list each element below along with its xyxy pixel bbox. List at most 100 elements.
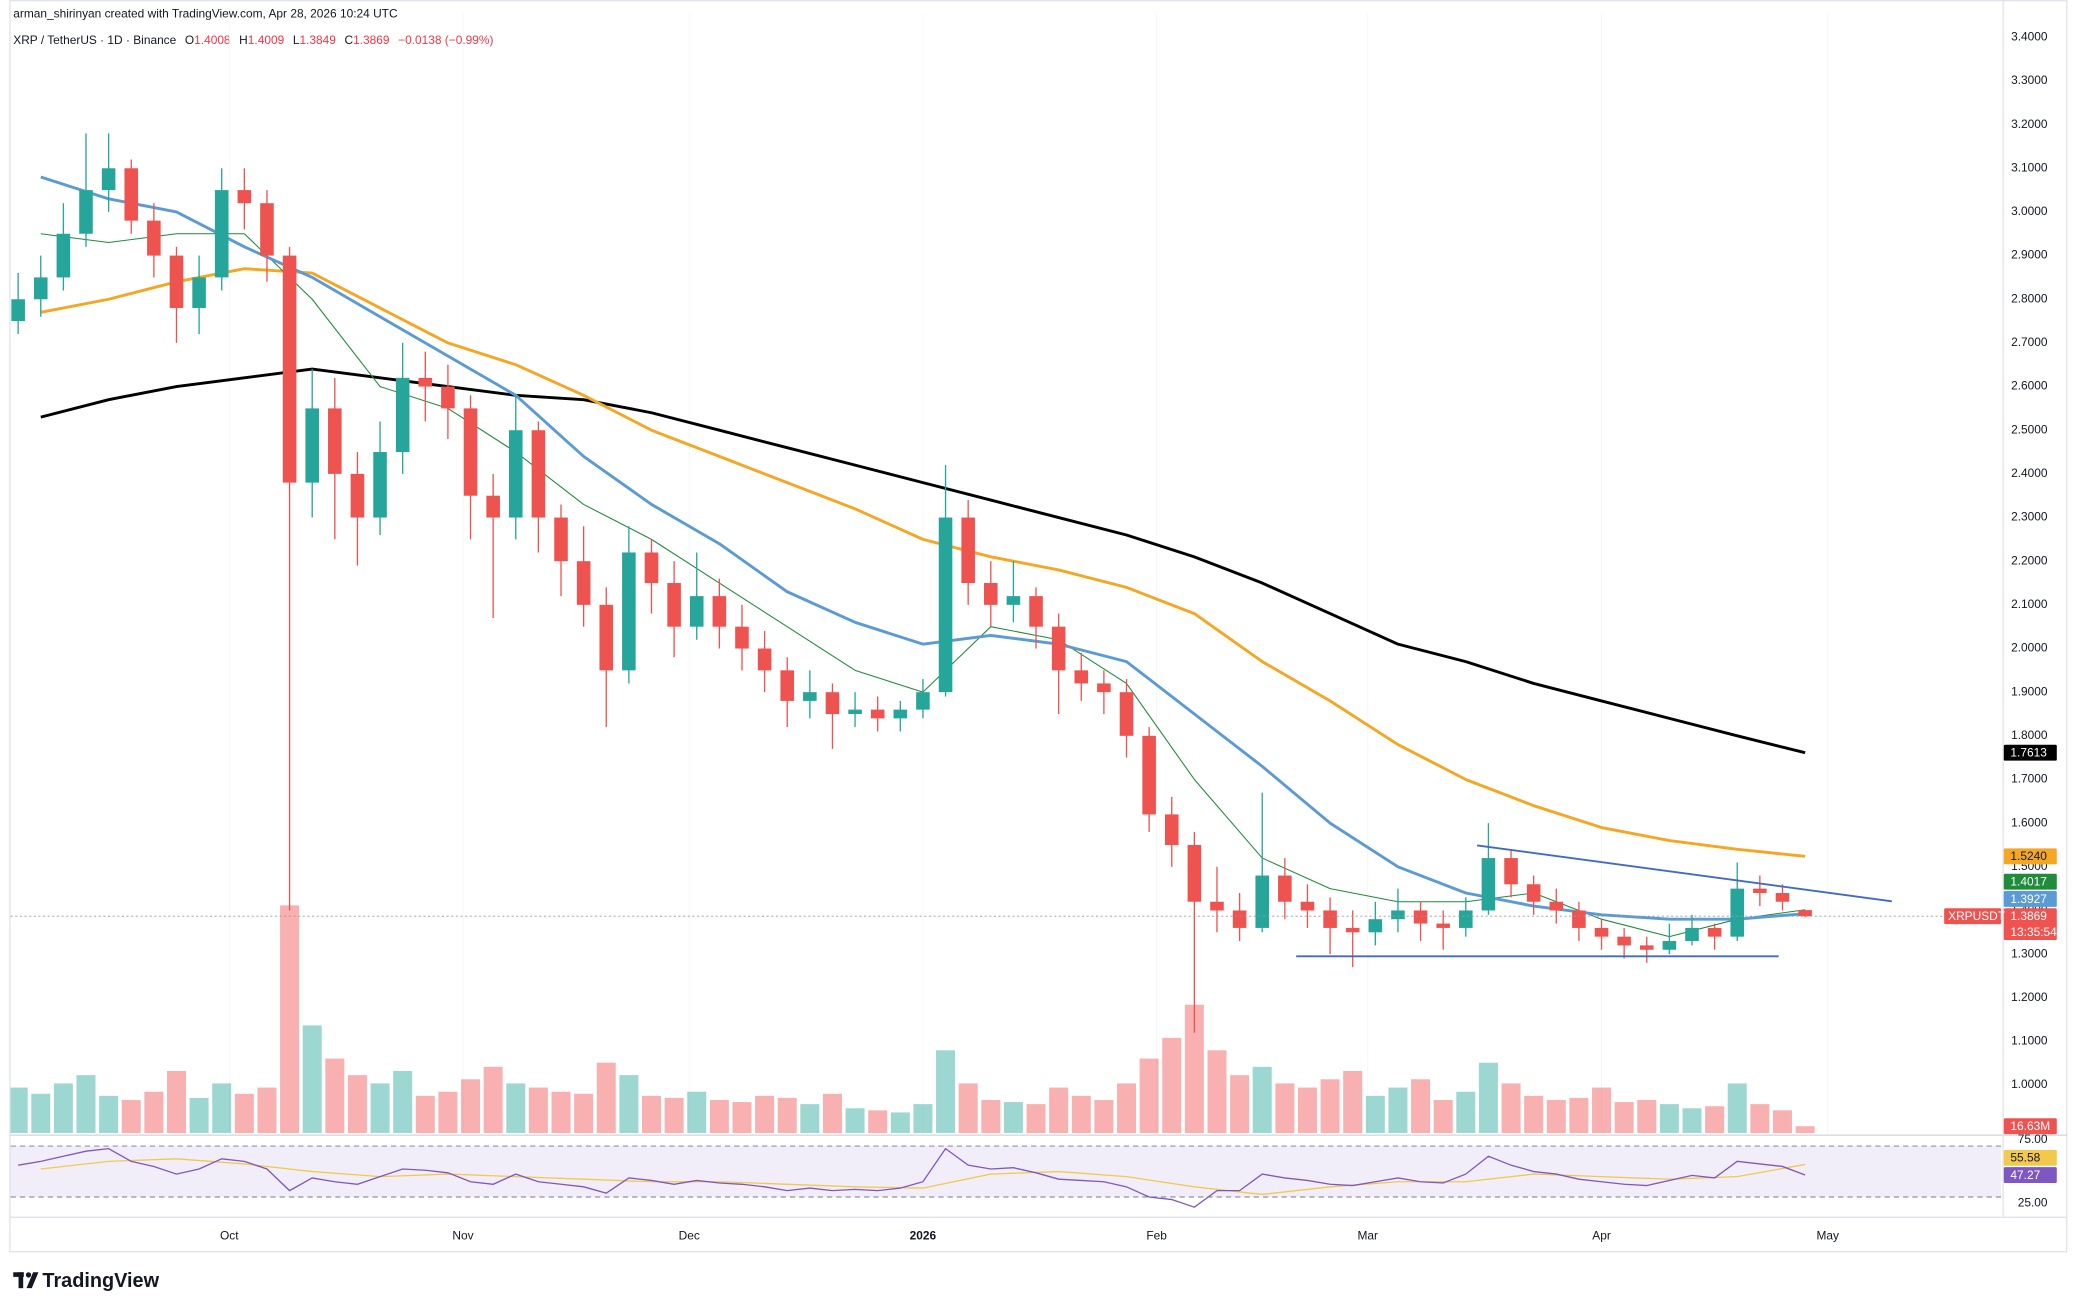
rsi-label-box [2003, 1149, 2057, 1166]
candle-body [282, 255, 297, 483]
candle-body [554, 517, 568, 562]
volume-bar [574, 1093, 594, 1134]
candle-body [101, 168, 116, 191]
x-tick-label: May [1816, 1229, 1839, 1243]
y-tick-label: 1.0000 [2011, 1077, 2048, 1091]
candle-body [961, 517, 975, 584]
x-tick-label: Dec [679, 1229, 700, 1243]
moving-average-line [40, 367, 1806, 755]
candle-body [1300, 901, 1315, 911]
candle-body [689, 596, 704, 627]
candle-body [1345, 927, 1360, 933]
candle-body [1210, 901, 1224, 911]
volume-bar [1659, 1104, 1679, 1134]
volume-bar [99, 1095, 119, 1134]
candle-body [1142, 735, 1156, 815]
volume-bar [1117, 1083, 1137, 1134]
candle-body [33, 277, 48, 300]
candle-body [1775, 893, 1790, 902]
y-tick-label: 1.8000 [2011, 728, 2048, 742]
volume-bar [257, 1087, 277, 1134]
volume-bar [483, 1066, 503, 1134]
x-tick-label: Nov [452, 1229, 473, 1243]
candle-body [848, 709, 862, 715]
volume-bar [1569, 1097, 1589, 1134]
candle-body [441, 386, 455, 409]
volume-bar [1320, 1079, 1340, 1134]
volume-bar [415, 1095, 435, 1134]
candle-body [1232, 910, 1247, 928]
candle-body [1639, 945, 1654, 950]
y-tick-label: 2.2000 [2011, 553, 2048, 567]
volume-bar [506, 1083, 526, 1134]
candle-body [147, 220, 161, 256]
quote-change: −0.0138 (−0.99%) [398, 33, 493, 47]
volume-bar [76, 1075, 96, 1134]
candle-body [780, 670, 794, 701]
volume-bar [1252, 1066, 1272, 1134]
y-tick-label: 3.1000 [2011, 160, 2048, 174]
candle-body [803, 692, 817, 701]
price-label: 1.3869 [2010, 909, 2047, 923]
candle-body [1753, 888, 1767, 894]
y-tick-label: 1.3000 [2011, 946, 2048, 960]
rsi-tick-label: 25.00 [2018, 1196, 2048, 1210]
volume-bar [551, 1091, 571, 1134]
volume-bar [936, 1050, 956, 1134]
candle-body [373, 452, 387, 518]
candle-body [1685, 927, 1699, 942]
volume-bar [347, 1075, 367, 1134]
symbol-label-box [1944, 908, 2002, 925]
moving-average-line [40, 267, 1806, 858]
price-label: 1.3927 [2010, 892, 2047, 906]
candle-body [667, 583, 681, 627]
candle-body [1278, 875, 1292, 902]
candle-body [1323, 910, 1337, 928]
volume-bar [53, 1083, 73, 1134]
candle-body [984, 583, 998, 605]
volume-bar [913, 1104, 933, 1134]
volume-bar [393, 1071, 413, 1134]
candle-body [622, 552, 636, 671]
symbol-label: XRPUSDT [1948, 909, 2005, 923]
volume-bar [755, 1095, 775, 1134]
volume-bar [1275, 1083, 1295, 1134]
y-tick-label: 2.9000 [2011, 248, 2048, 262]
x-tick-label: Apr [1592, 1229, 1611, 1243]
price-label-box [2003, 908, 2057, 941]
quote-label: L [293, 33, 300, 47]
candle-body [735, 626, 749, 649]
candle-body [757, 648, 772, 671]
candle-body [1662, 941, 1677, 950]
logo-part [18, 1272, 24, 1289]
volume-bar [1026, 1104, 1046, 1134]
candle-body [1255, 875, 1270, 928]
volume-bar [144, 1091, 164, 1134]
candle-body [1097, 683, 1111, 693]
quote-label: O [185, 33, 194, 47]
x-tick-label: Oct [220, 1229, 239, 1243]
tradingview-logo: TradingView [13, 1270, 160, 1292]
candle-body [1526, 884, 1541, 902]
volume-bar [1772, 1110, 1792, 1134]
price-label-box [2003, 891, 2057, 907]
y-tick-label: 2.1000 [2011, 597, 2048, 611]
price-label: 1.7613 [2010, 746, 2047, 760]
volume-bar [302, 1025, 322, 1134]
volume-bar [1795, 1126, 1815, 1134]
quote-label: C [344, 33, 353, 47]
candle-body [508, 430, 523, 518]
volume-bar [325, 1058, 345, 1134]
y-tick-label: 1.9000 [2011, 684, 2048, 698]
volume-bar [189, 1097, 209, 1134]
quote-value: 1.3849 [299, 33, 336, 47]
rsi-tick-label: 75.00 [2018, 1132, 2048, 1146]
volume-bar [1297, 1087, 1317, 1134]
volume-bar [1071, 1095, 1091, 1134]
volume-bar [461, 1079, 481, 1134]
volume-bar [1614, 1102, 1634, 1134]
candle-body [11, 299, 25, 322]
moving-average-line [40, 175, 1806, 921]
